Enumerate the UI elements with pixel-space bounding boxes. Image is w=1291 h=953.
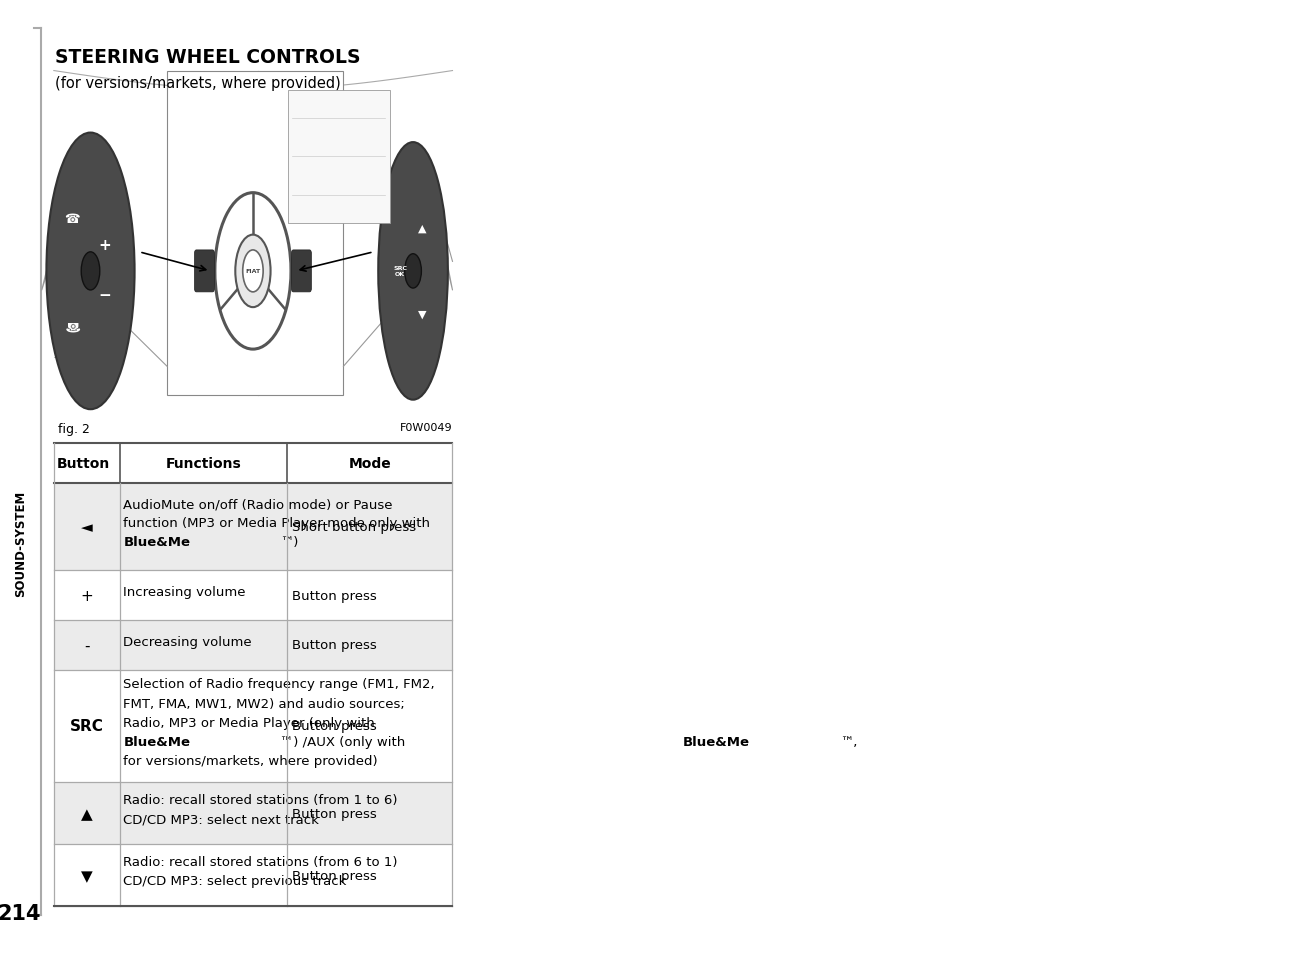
Text: Increasing volume: Increasing volume <box>124 585 247 598</box>
Text: SRC: SRC <box>70 719 103 734</box>
Text: Radio: recall stored stations (from 1 to 6): Radio: recall stored stations (from 1 to… <box>124 794 398 806</box>
Text: 214: 214 <box>0 903 41 923</box>
Text: Radio, MP3 or Media Player (only with: Radio, MP3 or Media Player (only with <box>124 716 376 729</box>
Text: STEERING WHEEL CONTROLS: STEERING WHEEL CONTROLS <box>54 48 360 67</box>
Text: +: + <box>98 237 111 253</box>
Text: ™) /AUX (only with: ™) /AUX (only with <box>280 735 411 748</box>
Text: -: - <box>84 638 89 653</box>
Text: FIAT: FIAT <box>245 269 261 274</box>
Text: Button press: Button press <box>292 720 377 733</box>
Text: AudioMute on/off (Radio mode) or Pause: AudioMute on/off (Radio mode) or Pause <box>124 497 392 511</box>
FancyBboxPatch shape <box>167 71 343 395</box>
Text: Radio: recall stored stations (from 6 to 1): Radio: recall stored stations (from 6 to… <box>124 856 398 868</box>
Text: Blue&Me: Blue&Me <box>124 735 191 748</box>
Ellipse shape <box>46 133 134 410</box>
Circle shape <box>404 254 421 289</box>
Text: CD/CD MP3: select previous track: CD/CD MP3: select previous track <box>124 875 347 887</box>
Text: ▼: ▼ <box>418 310 426 319</box>
Text: ▲: ▲ <box>81 806 93 821</box>
Text: ☎: ☎ <box>65 317 80 331</box>
Circle shape <box>214 193 290 350</box>
Text: Short button press: Short button press <box>292 520 417 534</box>
Text: Blue&Me: Blue&Me <box>683 735 750 748</box>
Text: ◄: ◄ <box>81 519 93 535</box>
Text: ▲: ▲ <box>418 224 426 233</box>
Text: Decreasing volume: Decreasing volume <box>124 635 252 648</box>
Text: Selection of Radio frequency range (FM1, FM2,: Selection of Radio frequency range (FM1,… <box>124 678 435 691</box>
Text: Blue&Me: Blue&Me <box>124 536 191 549</box>
Text: CD/CD MP3: select next track: CD/CD MP3: select next track <box>124 813 319 825</box>
Text: FMT, FMA, MW1, MW2) and audio sources;: FMT, FMA, MW1, MW2) and audio sources; <box>124 697 405 710</box>
Text: Mode: Mode <box>349 456 391 470</box>
Text: for versions/markets, where provided): for versions/markets, where provided) <box>124 754 378 767</box>
FancyBboxPatch shape <box>54 670 452 782</box>
Text: Button press: Button press <box>292 869 377 882</box>
FancyBboxPatch shape <box>195 251 214 293</box>
FancyBboxPatch shape <box>54 620 452 670</box>
Circle shape <box>235 235 271 308</box>
Text: function (MP3 or Media Player mode only with: function (MP3 or Media Player mode only … <box>124 517 430 530</box>
Text: ▼: ▼ <box>81 868 93 882</box>
Text: −: − <box>98 288 111 303</box>
Circle shape <box>81 253 99 291</box>
Text: ☎: ☎ <box>65 213 80 226</box>
Ellipse shape <box>378 143 448 400</box>
Text: (for versions/markets, where provided): (for versions/markets, where provided) <box>54 76 341 91</box>
Text: ™): ™) <box>280 536 298 549</box>
Text: SRC
OK: SRC OK <box>392 266 407 277</box>
Text: F0W0049: F0W0049 <box>400 422 452 432</box>
Text: Button press: Button press <box>292 639 377 652</box>
FancyBboxPatch shape <box>54 782 452 844</box>
FancyBboxPatch shape <box>54 571 452 620</box>
Text: fig. 2: fig. 2 <box>58 422 90 436</box>
Text: Button press: Button press <box>292 807 377 820</box>
Circle shape <box>243 251 263 293</box>
Text: +: + <box>80 588 93 603</box>
FancyBboxPatch shape <box>54 483 452 571</box>
FancyBboxPatch shape <box>292 251 311 293</box>
Text: Button: Button <box>57 456 110 470</box>
Text: Button press: Button press <box>292 589 377 602</box>
FancyBboxPatch shape <box>54 443 452 483</box>
Text: Functions: Functions <box>165 456 241 470</box>
Text: ™,: ™, <box>839 735 857 748</box>
FancyBboxPatch shape <box>54 844 452 906</box>
Text: SOUND-SYSTEM: SOUND-SYSTEM <box>14 490 27 597</box>
FancyBboxPatch shape <box>288 91 390 224</box>
